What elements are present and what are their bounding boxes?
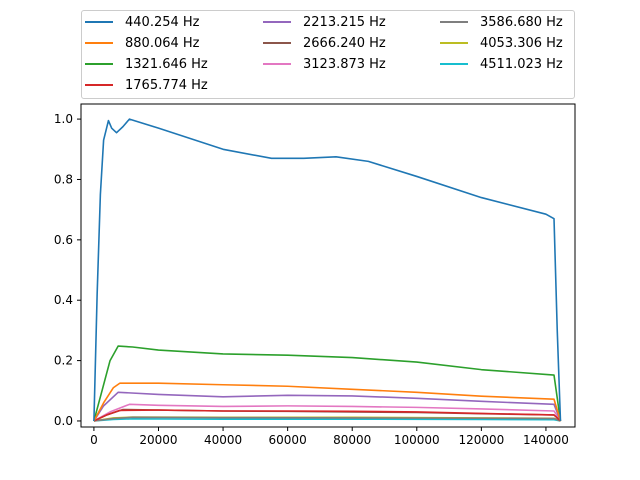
legend-item: 1321.646 Hz <box>85 54 208 74</box>
x-tick-label: 60000 <box>269 433 307 447</box>
legend-item: 2666.240 Hz <box>263 33 386 53</box>
plot-frame <box>80 103 576 428</box>
x-tick-label: 40000 <box>204 433 242 447</box>
series-layer <box>93 118 562 422</box>
legend-label: 4053.306 Hz <box>480 35 563 51</box>
legend-label: 2213.215 Hz <box>303 14 386 30</box>
series-line-4 <box>93 391 562 422</box>
series-line-6 <box>93 403 562 422</box>
legend-label: 440.254 Hz <box>125 14 200 30</box>
legend-swatch <box>263 21 291 23</box>
series-line-3 <box>93 409 562 422</box>
y-tick-label: 1.0 <box>54 112 73 126</box>
series-line-7 <box>93 416 561 422</box>
x-tick-label: 20000 <box>139 433 177 447</box>
legend-label: 2666.240 Hz <box>303 35 386 51</box>
legend-item: 1765.774 Hz <box>85 75 208 95</box>
y-axis-ticks: 0.0 0.2 0.4 0.6 0.8 1.0 <box>54 112 81 428</box>
legend-swatch <box>440 63 468 65</box>
legend-swatch <box>85 21 113 23</box>
legend-label: 3586.680 Hz <box>480 14 563 30</box>
y-tick-label: 0.6 <box>54 233 73 247</box>
y-tick-label: 0.0 <box>54 414 73 428</box>
x-tick-label: 100000 <box>394 433 440 447</box>
legend-swatch <box>85 42 113 44</box>
legend-swatch <box>85 84 113 86</box>
legend-item: 4511.023 Hz <box>440 54 563 74</box>
legend-swatch <box>85 63 113 65</box>
legend-item: 3123.873 Hz <box>263 54 386 74</box>
legend-label: 1321.646 Hz <box>125 56 208 72</box>
y-tick-label: 0.2 <box>54 354 73 368</box>
x-axis-ticks: 0 20000 40000 60000 80000 100000 120000 140000 <box>90 427 569 447</box>
x-tick-label: 140000 <box>523 433 569 447</box>
legend-label: 4511.023 Hz <box>480 56 563 72</box>
series-line-1 <box>93 382 562 422</box>
legend-swatch <box>440 21 468 23</box>
series-line-2 <box>93 345 562 422</box>
y-tick-label: 0.8 <box>54 172 73 186</box>
series-line-0 <box>93 118 562 421</box>
legend-item: 880.064 Hz <box>85 33 200 53</box>
x-tick-label: 80000 <box>333 433 371 447</box>
x-tick-label: 120000 <box>458 433 504 447</box>
legend-label: 3123.873 Hz <box>303 56 386 72</box>
legend-label: 1765.774 Hz <box>125 77 208 93</box>
legend-label: 880.064 Hz <box>125 35 200 51</box>
x-tick-label: 0 <box>90 433 98 447</box>
legend-item: 2213.215 Hz <box>263 12 386 32</box>
legend-item: 4053.306 Hz <box>440 33 563 53</box>
legend-item: 440.254 Hz <box>85 12 200 32</box>
legend-swatch <box>263 63 291 65</box>
y-tick-label: 0.4 <box>54 293 73 307</box>
series-line-9 <box>93 418 561 422</box>
legend-swatch <box>263 42 291 44</box>
legend-swatch <box>440 42 468 44</box>
legend-item: 3586.680 Hz <box>440 12 563 32</box>
legend: 440.254 Hz 880.064 Hz 1321.646 Hz 1765.774 … <box>81 10 575 99</box>
